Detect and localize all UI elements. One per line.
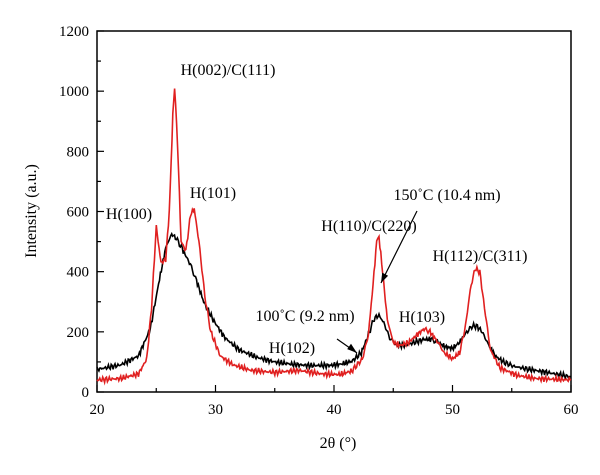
- y-tick-label: 800: [67, 144, 90, 160]
- x-tick-label: 20: [90, 402, 105, 418]
- y-tick-label: 400: [67, 265, 90, 281]
- y-tick-label: 1200: [59, 24, 89, 40]
- series-line-1: [96, 88, 572, 386]
- x-tick-label: 50: [445, 402, 460, 418]
- annotation-h002-c111: H(002)/C(111): [181, 62, 276, 79]
- x-tick-label: 40: [327, 402, 342, 418]
- x-axis-label: 2θ (°): [320, 435, 357, 452]
- annotation-h101: H(101): [190, 185, 236, 202]
- x-tick-label: 30: [208, 402, 223, 418]
- y-tick-label: 600: [67, 205, 90, 221]
- arrow-100c-head: [347, 343, 357, 353]
- arrow-150c-head: [381, 272, 389, 283]
- annotation-h110-c220: H(110)/C(220): [321, 218, 416, 235]
- arrow-150c: [380, 210, 418, 284]
- x-tick-label: 60: [564, 402, 579, 418]
- annotation-h102: H(102): [269, 340, 315, 357]
- y-tick-label: 0: [82, 385, 90, 401]
- series-line-0: [96, 231, 572, 381]
- plot-area: [96, 30, 572, 393]
- annotation-h103: H(103): [399, 309, 445, 326]
- y-tick-label: 1000: [59, 84, 89, 100]
- plot-frame: [96, 30, 572, 393]
- series-layer: [96, 88, 572, 386]
- annotations-layer: H(002)/C(111) H(100) H(101) 150˚C (10.4 …: [106, 62, 528, 357]
- y-tick-label: 200: [67, 325, 90, 341]
- annotation-h100: H(100): [106, 206, 152, 223]
- annotation-100c: 100˚C (9.2 nm): [255, 308, 354, 325]
- annotation-h112-c311: H(112)/C(311): [433, 248, 528, 265]
- y-axis-label: Intensity (a.u.): [23, 164, 40, 258]
- annotation-150c: 150˚C (10.4 nm): [393, 187, 500, 204]
